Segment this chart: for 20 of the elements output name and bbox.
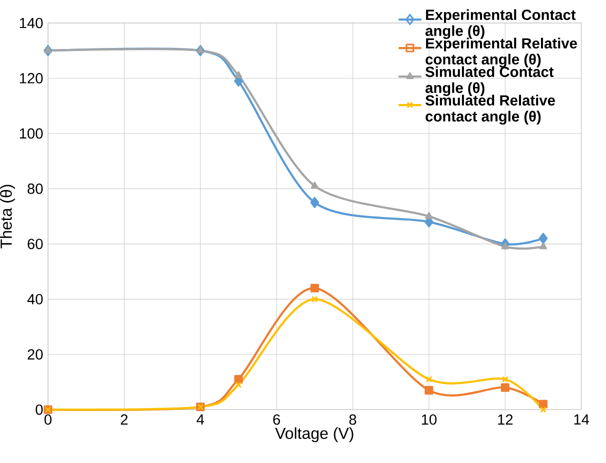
y-tick-label: 80 <box>28 184 43 194</box>
x-tick-label: 4 <box>196 414 204 424</box>
x-tick-label: 0 <box>44 414 52 425</box>
x-tick-label: 12 <box>498 414 513 425</box>
y-tick-label: 140 <box>20 18 43 28</box>
x-tick-label: 2 <box>120 414 128 425</box>
y-tick-label: 40 <box>27 294 43 304</box>
x-tick-label: 14 <box>574 414 590 424</box>
y-tick-label: 20 <box>28 349 43 360</box>
y-tick-label: 0 <box>36 404 43 415</box>
y-tick-label: 120 <box>20 73 43 84</box>
legend-label: Experimental Contact angle (θ) <box>426 9 576 39</box>
y-axis-title: Theta (θ) <box>0 184 15 248</box>
y-tick-label: 100 <box>20 128 43 139</box>
y-tick-label: 60 <box>28 238 43 250</box>
x-tick-label: 6 <box>273 414 280 425</box>
x-tick-label: 10 <box>422 414 437 425</box>
legend-label: Simulated Relative contact angle (θ) <box>425 94 555 125</box>
x-axis-title: Voltage (V) <box>275 427 354 442</box>
x-tick-label: 8 <box>349 414 356 425</box>
